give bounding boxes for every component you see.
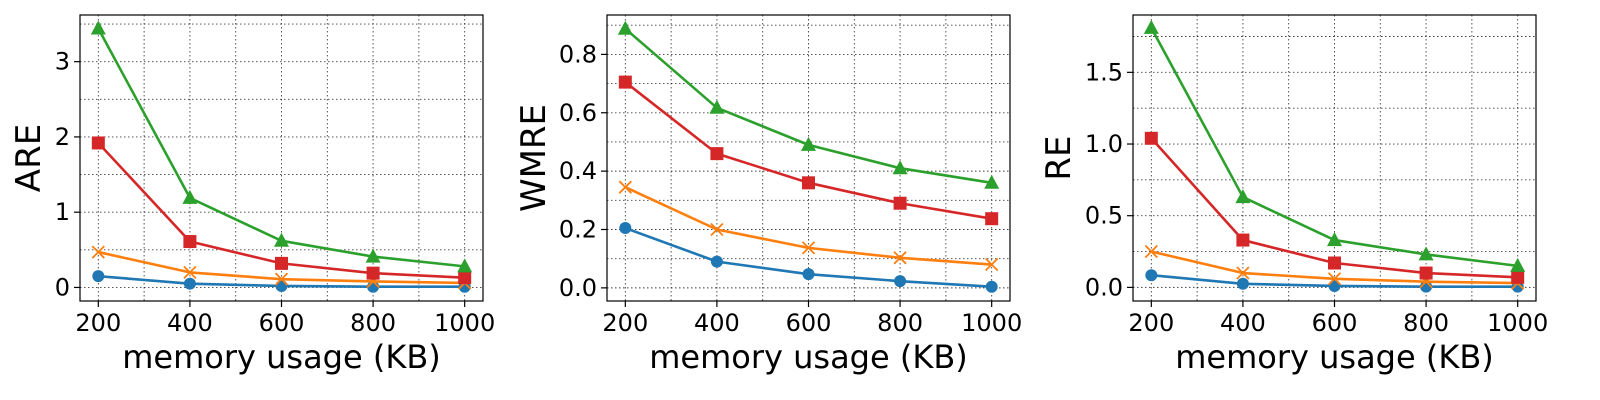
data-point-circle <box>183 277 196 290</box>
data-point-x <box>183 265 197 280</box>
series-line-x <box>624 186 992 266</box>
data-point-circle <box>619 222 632 235</box>
y-tick-label: 1.0 <box>1085 130 1123 158</box>
data-point-square <box>1144 131 1158 145</box>
chart-panel-1: 200 400 600 800 1000 0 1 2 3 memory usage (KB) ARE <box>9 14 495 376</box>
x-tick-label: 1000 <box>1487 309 1548 337</box>
data-point-square <box>893 196 907 210</box>
y-axis-label: RE <box>1039 135 1079 180</box>
data-point-square <box>458 271 472 285</box>
y-tick-label: 0.2 <box>559 216 597 244</box>
x-tick-label: 1000 <box>434 309 495 337</box>
data-point-square <box>1328 256 1341 270</box>
chart-panel-2: 200 400 600 800 1000 0.0 0.2 0.4 0.6 0.8 memory us… <box>514 14 1022 376</box>
data-point-square <box>1419 266 1433 280</box>
y-tick-label: 0.8 <box>559 40 597 68</box>
data-point-triangle <box>801 136 816 151</box>
data-point-x <box>1327 272 1342 286</box>
x-tick-label: 800 <box>1403 309 1449 337</box>
data-point-x <box>801 241 816 255</box>
data-point-circle <box>894 275 907 288</box>
chart-panel-3: 200 400 600 800 1000 0.0 0.5 1.0 1.5 memory usage… <box>1039 14 1548 376</box>
data-point-triangle <box>617 20 633 35</box>
data-point-square <box>275 256 288 270</box>
data-point-triangle <box>90 20 106 35</box>
data-point-triangle <box>274 232 289 247</box>
data-point-square <box>618 75 632 89</box>
x-tick-label: 200 <box>602 309 648 337</box>
data-point-square <box>183 235 197 249</box>
x-axis-label: memory usage (KB) <box>649 338 968 376</box>
data-point-triangle <box>457 258 473 273</box>
data-point-x <box>1144 244 1158 259</box>
y-tick-label: 0 <box>55 273 70 301</box>
data-point-x <box>618 180 632 194</box>
data-point-circle <box>710 255 723 268</box>
data-point-triangle <box>1143 19 1159 34</box>
y-tick-label: 1 <box>55 198 70 226</box>
data-point-triangle <box>892 160 908 175</box>
data-point-x <box>1236 266 1250 280</box>
x-tick-label: 200 <box>75 309 121 337</box>
data-point-square <box>1511 270 1525 284</box>
x-tick-label: 1000 <box>961 309 1022 337</box>
data-point-x <box>893 251 907 265</box>
data-point-circle <box>275 279 288 292</box>
x-tick-label: 600 <box>786 309 832 337</box>
y-tick-label: 1.5 <box>1085 58 1123 86</box>
x-tick-label: 400 <box>694 309 740 337</box>
data-point-x <box>274 272 289 286</box>
data-point-square <box>91 136 105 150</box>
y-tick-label: 3 <box>55 48 70 76</box>
data-point-square <box>985 212 999 226</box>
data-point-triangle <box>365 248 381 263</box>
x-tick-label: 200 <box>1128 309 1174 337</box>
y-tick-label: 0.0 <box>559 274 597 302</box>
data-point-triangle <box>709 99 725 114</box>
plot-frame <box>606 14 1011 302</box>
data-point-triangle <box>1510 257 1526 272</box>
data-point-circle <box>1145 269 1158 282</box>
x-tick-label: 800 <box>350 309 396 337</box>
data-point-square <box>710 147 724 161</box>
data-point-square <box>366 266 380 280</box>
y-axis-label: WMRE <box>514 104 554 212</box>
data-point-circle <box>1236 277 1249 290</box>
data-point-triangle <box>182 189 198 204</box>
x-tick-label: 800 <box>877 309 923 337</box>
data-point-triangle <box>984 174 1000 189</box>
data-point-x <box>91 245 105 259</box>
data-point-triangle <box>1235 189 1251 204</box>
data-point-square <box>802 176 815 190</box>
x-tick-label: 600 <box>259 309 305 337</box>
y-tick-label: 0.5 <box>1085 202 1123 230</box>
data-point-triangle <box>1327 232 1342 247</box>
y-tick-label: 2 <box>55 123 70 151</box>
data-point-circle <box>985 280 998 293</box>
data-point-circle <box>92 270 105 283</box>
y-tick-label: 0.4 <box>559 157 597 185</box>
data-point-circle <box>802 268 815 281</box>
x-axis-label: memory usage (KB) <box>122 338 441 376</box>
data-point-x <box>710 222 724 237</box>
x-axis-label: memory usage (KB) <box>1175 338 1494 376</box>
x-tick-label: 400 <box>167 309 213 337</box>
y-axis-label: ARE <box>9 124 49 192</box>
y-tick-label: 0.6 <box>559 99 597 127</box>
x-tick-label: 400 <box>1220 309 1266 337</box>
x-tick-label: 600 <box>1312 309 1358 337</box>
data-point-triangle <box>1418 246 1434 261</box>
y-tick-label: 0.0 <box>1085 273 1123 301</box>
data-point-x <box>985 257 999 272</box>
data-point-square <box>1236 233 1250 247</box>
